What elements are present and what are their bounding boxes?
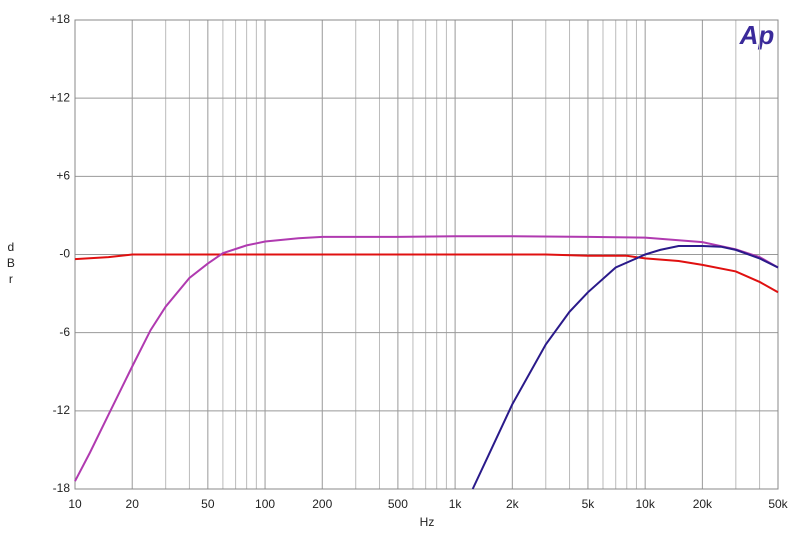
y-axis-label: dBr <box>4 240 18 288</box>
x-tick-label: 500 <box>388 497 408 511</box>
y-tick-label: -12 <box>53 403 71 417</box>
x-tick-label: 5k <box>582 497 596 511</box>
y-tick-label: +12 <box>50 90 71 104</box>
x-tick-label: 1k <box>449 497 463 511</box>
x-tick-label: 100 <box>255 497 275 511</box>
series-line <box>74 253 779 294</box>
y-tick-label: +6 <box>56 169 70 183</box>
y-tick-label: -18 <box>53 481 71 495</box>
x-tick-label: 10k <box>635 497 655 511</box>
x-axis-label: Hz <box>420 515 435 529</box>
y-tick-label: +18 <box>50 12 71 26</box>
x-tick-label: 20k <box>693 497 713 511</box>
x-tick-label: 200 <box>312 497 332 511</box>
x-tick-label: 10 <box>68 497 82 511</box>
x-tick-label: 50k <box>768 497 788 511</box>
x-tick-label: 50 <box>201 497 215 511</box>
y-tick-label: -0 <box>59 247 70 261</box>
y-tick-label: -6 <box>59 325 70 339</box>
series-line <box>471 245 779 490</box>
series-line <box>74 235 779 482</box>
x-tick-label: 20 <box>126 497 140 511</box>
logo: Ap <box>739 20 775 50</box>
x-tick-label: 2k <box>506 497 520 511</box>
plot-frame <box>74 19 779 490</box>
